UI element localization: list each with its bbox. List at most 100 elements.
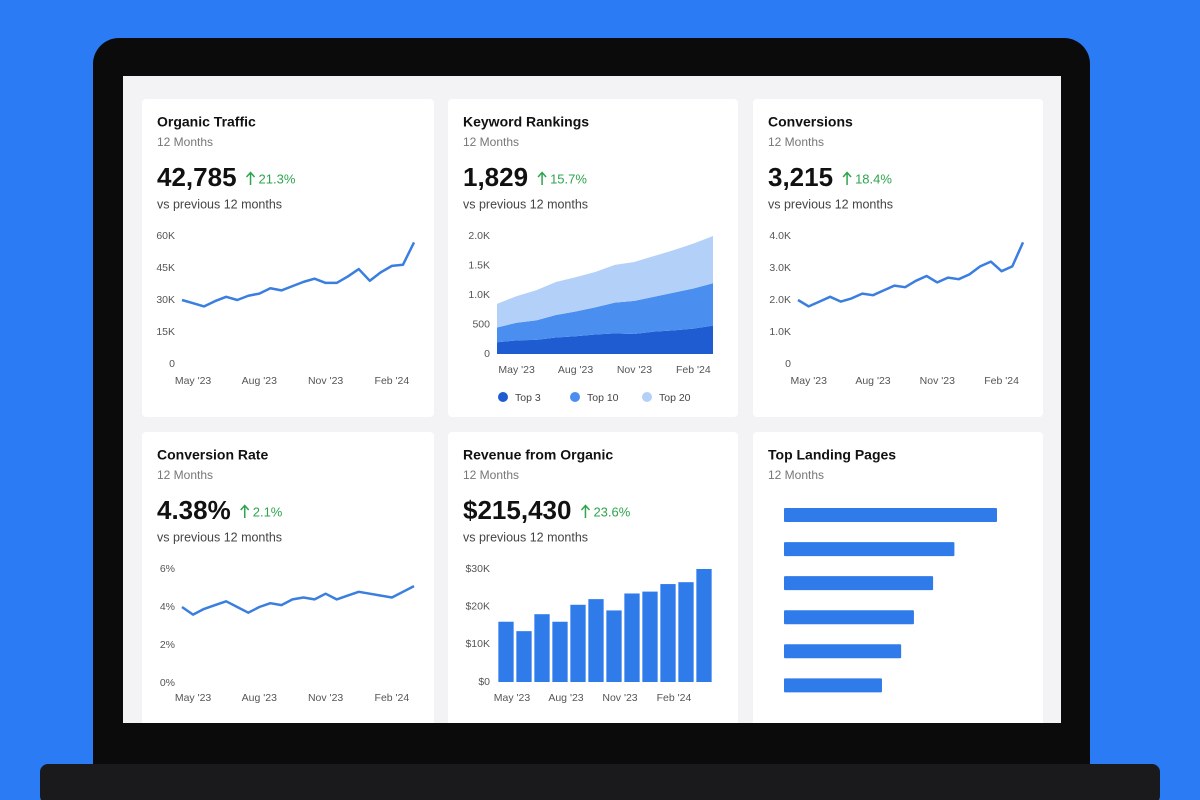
- legend-label: Top 3: [515, 392, 541, 404]
- bar: [784, 542, 955, 557]
- card-bg: [753, 99, 1043, 417]
- bar: [784, 678, 882, 693]
- x-tick-label: Nov '23: [602, 692, 637, 704]
- bar: [516, 631, 532, 682]
- card: Organic Traffic 12 Months 42,785 21.3% vs pr…: [142, 99, 434, 417]
- x-tick-label: Aug '23: [855, 375, 890, 387]
- card: Top Landing Pages 12 Months: [753, 432, 1043, 723]
- card-title: Organic Traffic: [157, 114, 256, 130]
- keyboard: [40, 764, 1160, 800]
- y-tick-label: 3.0K: [769, 262, 791, 274]
- up-arrow: [537, 171, 547, 185]
- y-tick-label: 6%: [160, 563, 175, 575]
- y-tick-label: 4.0K: [769, 230, 791, 242]
- bar: [534, 614, 550, 682]
- up-arrow: [580, 504, 591, 518]
- card: Keyword Rankings 12 Months 1,829 15.7% vs pr…: [448, 99, 738, 417]
- x-tick-label: Nov '23: [308, 692, 343, 704]
- headline-value: $215,430: [463, 495, 571, 525]
- y-tick-label: 0: [169, 358, 175, 370]
- y-tick-label: $0: [478, 676, 490, 688]
- x-tick-label: Aug '23: [242, 692, 277, 704]
- headline-value: 4.38%: [157, 495, 231, 525]
- card-bg: [142, 99, 434, 417]
- y-tick-label: 60K: [156, 230, 175, 242]
- bar: [588, 599, 604, 682]
- card-subtitle: 12 Months: [157, 135, 213, 149]
- legend-swatch: [570, 392, 580, 402]
- legend-swatch: [642, 392, 652, 402]
- card-title: Revenue from Organic: [463, 447, 613, 463]
- y-tick-label: 1.0K: [468, 289, 490, 301]
- x-tick-label: Aug '23: [548, 692, 583, 704]
- y-tick-label: 2.0K: [769, 294, 791, 306]
- comparison-text: vs previous 12 months: [157, 197, 282, 211]
- y-tick-label: 0: [785, 358, 791, 370]
- y-tick-label: $10K: [465, 638, 490, 650]
- area: [497, 283, 713, 343]
- up-arrow: [245, 171, 256, 185]
- card-title: Top Landing Pages: [768, 447, 896, 463]
- change-percent: 21.3%: [259, 171, 296, 186]
- y-tick-label: $30K: [465, 563, 490, 575]
- bar: [498, 621, 514, 682]
- legend-swatch: [498, 392, 508, 402]
- card: Conversions 12 Months 3,215 18.4% vs previou…: [753, 99, 1043, 417]
- area: [497, 325, 713, 354]
- change-percent: 15.7%: [550, 171, 587, 186]
- x-tick-label: Nov '23: [308, 375, 343, 387]
- change-percent: 2.1%: [253, 504, 283, 519]
- x-tick-label: Nov '23: [920, 375, 955, 387]
- bar: [784, 610, 914, 625]
- legend-label: Top 20: [659, 392, 691, 404]
- legend-label: Top 10: [587, 392, 619, 404]
- x-tick-label: Feb '24: [375, 692, 410, 704]
- y-tick-label: 2%: [160, 639, 175, 651]
- bar: [678, 582, 694, 682]
- y-tick-label: $20K: [465, 600, 490, 612]
- x-tick-label: Feb '24: [375, 375, 410, 387]
- bar: [606, 610, 622, 682]
- x-tick-label: Nov '23: [617, 364, 652, 376]
- card: Conversion Rate 12 Months 4.38% 2.1% vs prev…: [142, 432, 434, 723]
- y-tick-label: 45K: [156, 262, 175, 274]
- card-title: Conversion Rate: [157, 447, 268, 463]
- card-bg: [142, 432, 434, 723]
- bar: [642, 591, 658, 682]
- x-tick-label: Feb '24: [676, 364, 711, 376]
- y-tick-label: 15K: [156, 326, 175, 338]
- line: [797, 241, 1025, 308]
- x-tick-label: May '23: [175, 375, 212, 387]
- card-subtitle: 12 Months: [157, 468, 213, 482]
- bar: [784, 644, 902, 659]
- bar: [624, 593, 640, 682]
- change-percent: 23.6%: [593, 504, 630, 519]
- card: Revenue from Organic 12 Months $215,430 23.…: [448, 432, 738, 723]
- card-subtitle: 12 Months: [768, 468, 824, 482]
- x-tick-label: Feb '24: [657, 692, 692, 704]
- dashboard: Organic Traffic 12 Months 42,785 21.3% vs pr…: [142, 99, 1043, 723]
- bar: [660, 584, 676, 682]
- y-tick-label: 0: [484, 348, 490, 360]
- change-percent: 18.4%: [855, 171, 892, 186]
- card-title: Conversions: [768, 114, 853, 130]
- card-subtitle: 12 Months: [463, 468, 519, 482]
- bar: [784, 508, 997, 522]
- comparison-text: vs previous 12 months: [768, 197, 893, 211]
- bar: [784, 576, 934, 591]
- x-tick-label: May '23: [790, 375, 827, 387]
- card-subtitle: 12 Months: [768, 135, 824, 149]
- line: [181, 241, 416, 308]
- x-tick-label: Feb '24: [984, 375, 1019, 387]
- x-tick-label: Aug '23: [558, 364, 593, 376]
- x-tick-label: May '23: [175, 692, 212, 704]
- y-tick-label: 4%: [160, 601, 175, 613]
- y-tick-label: 1.0K: [769, 326, 791, 338]
- y-tick-label: 0%: [160, 677, 175, 689]
- area: [497, 236, 713, 328]
- y-tick-label: 2.0K: [468, 230, 490, 242]
- comparison-text: vs previous 12 months: [463, 197, 588, 211]
- headline-value: 3,215: [768, 162, 833, 192]
- bar: [552, 621, 568, 682]
